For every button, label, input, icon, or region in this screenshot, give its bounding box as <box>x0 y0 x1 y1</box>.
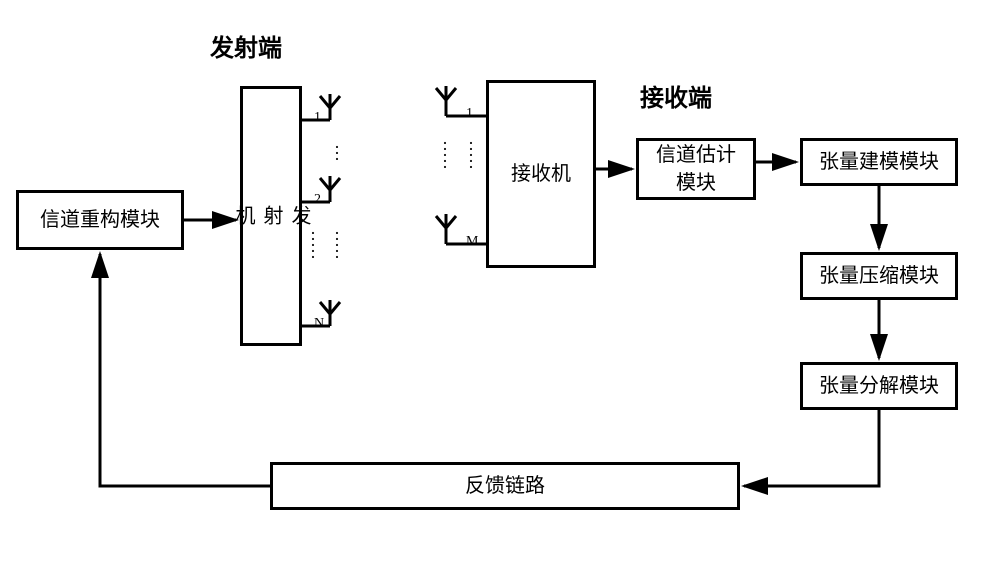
node-label: 接收机 <box>511 160 571 188</box>
feedback-link: 反馈链路 <box>270 462 740 510</box>
tensor-modeling-module: 张量建模模块 <box>800 138 958 186</box>
node-label: 信道估计 模块 <box>656 141 736 197</box>
rx-antenna-num-1: 1 <box>466 106 473 122</box>
rx-antenna-num-M: M <box>466 234 478 250</box>
node-label: 张量分解模块 <box>819 372 939 400</box>
tx-antenna-num-2: 2 <box>314 192 321 208</box>
tensor-compression-module: 张量压缩模块 <box>800 252 958 300</box>
tx-antenna-num-1: 1 <box>314 110 321 126</box>
transmitter: 发 射 机 <box>240 86 302 346</box>
channel-reconstruction-module: 信道重构模块 <box>16 190 184 250</box>
node-label: 发 射 机 <box>229 205 313 227</box>
rx-antenna-dots: ····· <box>442 140 448 170</box>
tx-antenna-dots-1: ··· <box>334 144 340 162</box>
node-label: 信道重构模块 <box>40 206 160 234</box>
rx-inside-dots: ····· <box>468 140 474 170</box>
tx-section-title: 发射端 <box>210 28 282 63</box>
node-label: 反馈链路 <box>465 472 545 500</box>
tx-inside-dots: ····· <box>310 230 316 260</box>
tx-antenna-num-N: N <box>314 316 324 332</box>
receiver: 接收机 <box>486 80 596 268</box>
node-label: 张量建模模块 <box>819 148 939 176</box>
channel-estimation-module: 信道估计 模块 <box>636 138 756 200</box>
tx-antenna-dots-2: ····· <box>334 230 340 260</box>
tensor-decomposition-module: 张量分解模块 <box>800 362 958 410</box>
rx-section-title: 接收端 <box>640 78 712 113</box>
node-label: 张量压缩模块 <box>819 262 939 290</box>
